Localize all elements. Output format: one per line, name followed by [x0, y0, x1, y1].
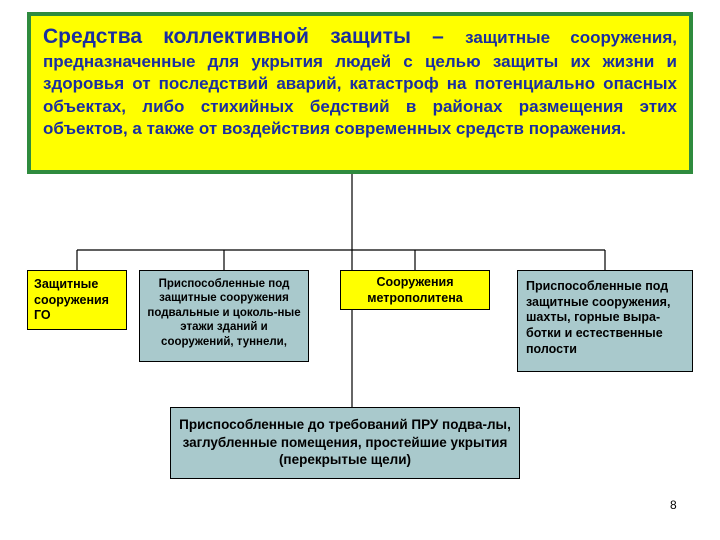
child-box-c4: Приспособленные под защитные сооружения,… — [517, 270, 693, 372]
child-box-text: Приспособленные под защитные сооружения … — [147, 278, 300, 348]
bottom-box: Приспособленные до требований ПРУ подва-… — [170, 407, 520, 479]
child-box-c3: Сооружения метрополитена — [340, 270, 490, 310]
child-box-c1: Защитные сооружения ГО — [27, 270, 127, 330]
page-number: 8 — [670, 498, 677, 512]
child-box-text: Сооружения метрополитена — [367, 275, 463, 305]
child-box-text: Приспособленные под защитные сооружения,… — [526, 279, 670, 356]
child-box-text: Защитные сооружения ГО — [34, 277, 109, 322]
header-lead-text: Средства коллективной защиты – — [43, 25, 465, 48]
child-box-c2: Приспособленные под защитные сооружения … — [139, 270, 309, 362]
bottom-box-text: Приспособленные до требований ПРУ подва-… — [179, 417, 511, 467]
header-definition-box: Средства коллективной защиты – защитные … — [27, 12, 693, 174]
